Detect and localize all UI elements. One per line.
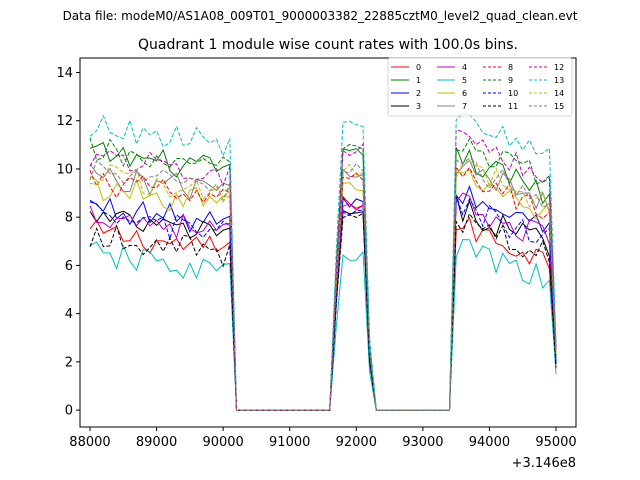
y-tick-label: 0: [65, 404, 73, 419]
series-line-4: [89, 192, 557, 411]
legend-label-9: 9: [508, 76, 513, 85]
series-line-1: [89, 141, 557, 411]
legend-label-2: 2: [416, 89, 421, 98]
legend-label-3: 3: [416, 102, 421, 111]
x-tick-label: 94000: [469, 435, 510, 450]
series-line-6: [89, 169, 557, 411]
series-line-15: [89, 157, 557, 411]
legend-label-0: 0: [416, 63, 421, 72]
x-offset-label: +3.146e8: [512, 456, 576, 471]
legend-box: [387, 57, 573, 117]
series-lines: [89, 112, 557, 411]
y-tick-label: 10: [56, 162, 73, 177]
series-line-0: [89, 195, 557, 411]
x-tick-label: 91000: [269, 435, 310, 450]
legend-label-1: 1: [416, 76, 421, 85]
x-tick-label: 88000: [69, 435, 110, 450]
x-tick-label: 90000: [202, 435, 243, 450]
x-tick-label: 93000: [402, 435, 443, 450]
y-tick-label: 14: [56, 66, 73, 81]
y-tick-label: 2: [65, 355, 73, 370]
legend-label-4: 4: [462, 63, 467, 72]
y-tick-label: 4: [65, 307, 73, 322]
series-line-14: [89, 160, 557, 411]
x-tick-label: 95000: [535, 435, 576, 450]
legend-label-13: 13: [554, 76, 564, 85]
legend-label-5: 5: [462, 76, 467, 85]
legend-label-10: 10: [508, 89, 518, 98]
x-tick-label: 92000: [336, 435, 377, 450]
series-line-12: [89, 129, 557, 411]
series-line-5: [89, 239, 557, 411]
y-tick-label: 8: [65, 211, 73, 226]
series-line-13: [89, 112, 557, 411]
series-line-10: [89, 195, 557, 411]
series-line-7: [89, 159, 557, 411]
y-tick-label: 12: [56, 114, 73, 129]
series-line-11: [89, 212, 557, 411]
legend-label-12: 12: [554, 63, 564, 72]
series-line-9: [89, 137, 557, 411]
suptitle: Data file: modeM0/AS1A08_009T01_90000033…: [63, 9, 578, 23]
legend-label-11: 11: [508, 102, 518, 111]
axes: 88000 89000 90000 91000 92000 93000 94000 95000…: [56, 57, 577, 450]
series-line-8: [89, 165, 557, 411]
legend-label-8: 8: [508, 63, 513, 72]
legend-label-7: 7: [462, 102, 467, 111]
series-line-3: [89, 194, 557, 411]
y-tick-label: 6: [65, 259, 73, 274]
plot-frame: [79, 57, 577, 428]
chart-title: Quadrant 1 module wise count rates with …: [138, 37, 518, 53]
plot-area: [89, 112, 557, 411]
legend-label-6: 6: [462, 89, 467, 98]
legend-label-15: 15: [554, 102, 564, 111]
legend-label-14: 14: [554, 89, 564, 98]
x-tick-label: 89000: [136, 435, 177, 450]
